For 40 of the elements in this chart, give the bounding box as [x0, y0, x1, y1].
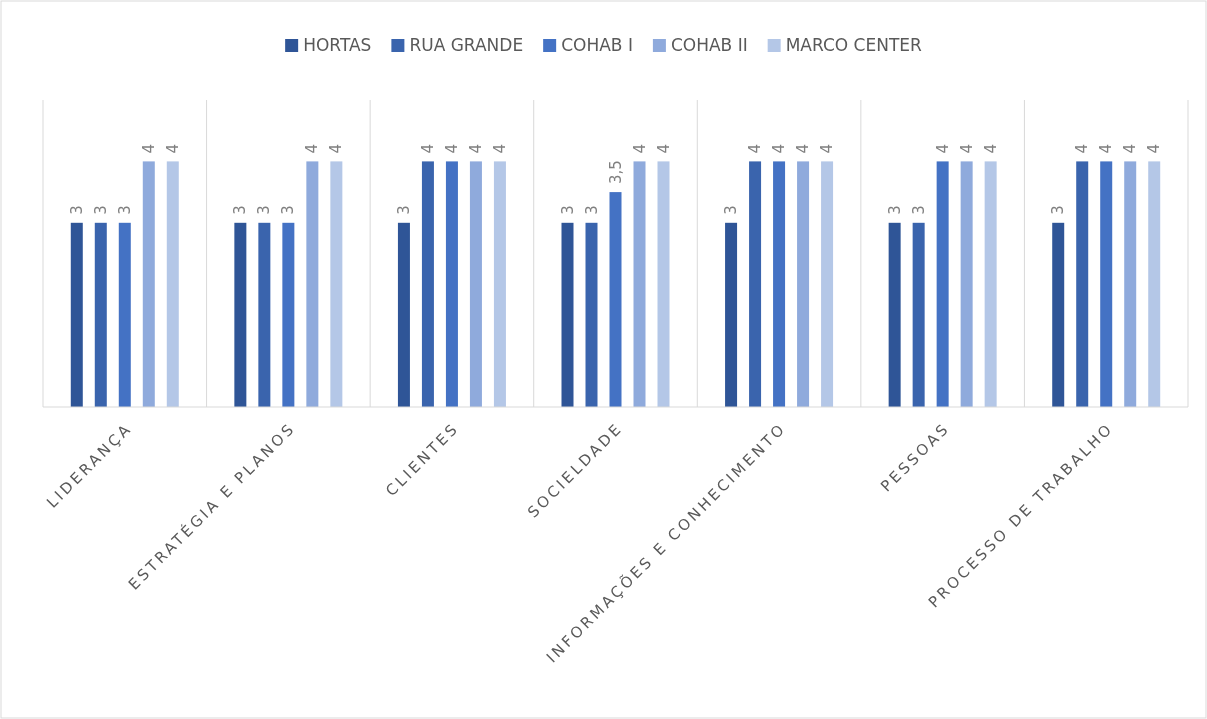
- data-label: 4: [442, 143, 461, 154]
- data-label: 4: [770, 143, 789, 154]
- data-label: 3: [394, 205, 413, 215]
- data-label: 3,5: [606, 160, 625, 185]
- data-label: 4: [163, 143, 182, 154]
- data-label: 4: [139, 143, 158, 154]
- data-label: 3: [1049, 205, 1068, 215]
- data-label: 4: [981, 143, 1000, 154]
- data-label: 4: [933, 143, 952, 154]
- legend-label: COHAB II: [670, 35, 748, 55]
- data-label: 4: [957, 143, 976, 154]
- data-label: 4: [654, 143, 673, 154]
- data-label: 3: [91, 205, 110, 215]
- legend-label: MARCO CENTER: [785, 35, 923, 55]
- data-label: 4: [1121, 143, 1140, 154]
- data-label: 4: [746, 143, 765, 154]
- data-label: 3: [909, 205, 928, 215]
- data-label: 4: [303, 143, 322, 154]
- data-label: 3: [279, 205, 298, 215]
- data-label: 4: [1073, 143, 1092, 154]
- data-label: 3: [67, 205, 86, 215]
- legend-label: RUA GRANDE: [409, 35, 524, 55]
- data-label: 4: [818, 143, 837, 154]
- data-label: 4: [327, 143, 346, 154]
- data-label: 4: [630, 143, 649, 154]
- data-label: 3: [582, 205, 601, 215]
- data-label: 3: [558, 205, 577, 215]
- legend-label: COHAB I: [561, 35, 633, 55]
- data-label: 4: [1097, 143, 1116, 154]
- legend-label: HORTAS: [303, 35, 372, 55]
- data-label: 4: [1145, 143, 1164, 154]
- data-label: 4: [490, 143, 509, 154]
- data-label: 3: [115, 205, 134, 215]
- data-label: 4: [794, 143, 813, 154]
- data-label: 3: [255, 205, 274, 215]
- data-label: 4: [418, 143, 437, 154]
- data-label: 3: [722, 205, 741, 215]
- data-label: 4: [466, 143, 485, 154]
- data-label: 3: [885, 205, 904, 215]
- data-label: 3: [231, 205, 250, 215]
